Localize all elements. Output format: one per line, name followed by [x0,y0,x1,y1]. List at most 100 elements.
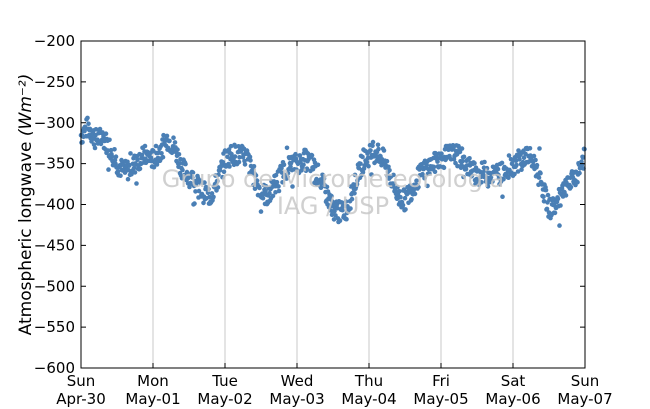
data-point [354,181,360,187]
axis-ticks [80,40,586,369]
data-point [499,160,505,166]
x-tick-label-day: Fri [432,372,450,390]
data-point [501,177,506,182]
data-point [107,137,112,143]
data-point [167,138,172,144]
data-point [273,172,279,178]
data-point [370,139,376,145]
data-point [328,208,334,213]
data-point [386,164,391,170]
data-point [142,143,148,149]
data-point [201,200,206,206]
data-point [177,161,182,166]
data-point [500,194,505,199]
data-point [260,195,266,201]
data-point [171,135,176,140]
data-point [485,184,491,189]
data-point [106,167,111,172]
data-point [220,174,225,180]
data-point [455,163,460,169]
data-point [285,170,291,176]
x-tick-label-day: Sun [67,372,96,390]
data-point [284,145,290,151]
data-point [369,172,374,177]
data-point [402,195,408,201]
data-point [301,162,306,168]
data-point [221,169,227,175]
data-point [375,142,381,148]
data-point [217,168,223,173]
data-point [473,181,478,187]
data-point [563,193,569,198]
data-point [127,162,132,168]
data-point [414,178,419,183]
data-point [93,127,99,132]
x-tick-label-day: Sun [571,372,600,390]
data-point [527,146,533,151]
data-point [324,184,330,190]
data-point [568,184,574,190]
data-point [202,180,207,185]
data-point [403,207,408,212]
data-point [557,223,562,228]
data-point [391,172,396,178]
data-point [412,191,418,197]
x-tick-label-day: Wed [281,372,314,390]
data-point [132,170,138,175]
x-tick-label-day: Mon [137,372,169,390]
data-point [318,185,324,190]
data-point [352,191,357,196]
data-point [384,158,390,164]
data-point [175,147,180,152]
data-point [416,184,421,190]
data-point [348,206,353,211]
data-point [397,189,402,194]
data-point [279,165,284,171]
x-tick-label-date: Apr-30 [56,390,106,408]
data-point [242,162,248,167]
y-tick-label: −250 [34,73,75,91]
data-points [78,115,587,228]
data-point [577,170,582,176]
data-point [364,159,370,165]
data-point [541,194,546,200]
data-point [517,157,522,162]
data-point [95,137,100,142]
y-tick-label: −450 [34,236,75,254]
data-point [544,206,550,212]
data-point [86,121,91,126]
data-point [205,190,211,196]
data-point [521,155,527,160]
data-point [190,175,195,180]
data-point [457,149,463,155]
data-point [339,200,345,205]
x-tick-label-date: May-01 [125,390,180,408]
data-point [207,194,212,200]
data-point [340,207,345,213]
data-point [515,169,521,174]
data-point [87,126,93,132]
data-point [160,154,166,160]
data-point [360,169,366,175]
data-point [435,159,440,164]
data-point [179,175,185,181]
data-point [368,148,373,153]
data-point [344,216,349,222]
data-point [431,164,437,170]
data-point [113,161,118,166]
data-point [391,181,397,186]
x-tick-labels: SunApr-30MonMay-01TueMay-02WedMay-03ThuM… [56,372,612,408]
data-point [545,192,551,198]
data-point [538,170,543,176]
data-point [479,180,484,185]
data-point [128,151,133,156]
data-point [337,218,343,223]
x-tick-label-date: May-03 [269,390,324,408]
data-point [360,154,365,160]
data-point [91,142,97,147]
data-point [118,173,123,178]
x-grid [152,41,514,368]
data-point [237,155,242,160]
data-point [151,164,157,170]
